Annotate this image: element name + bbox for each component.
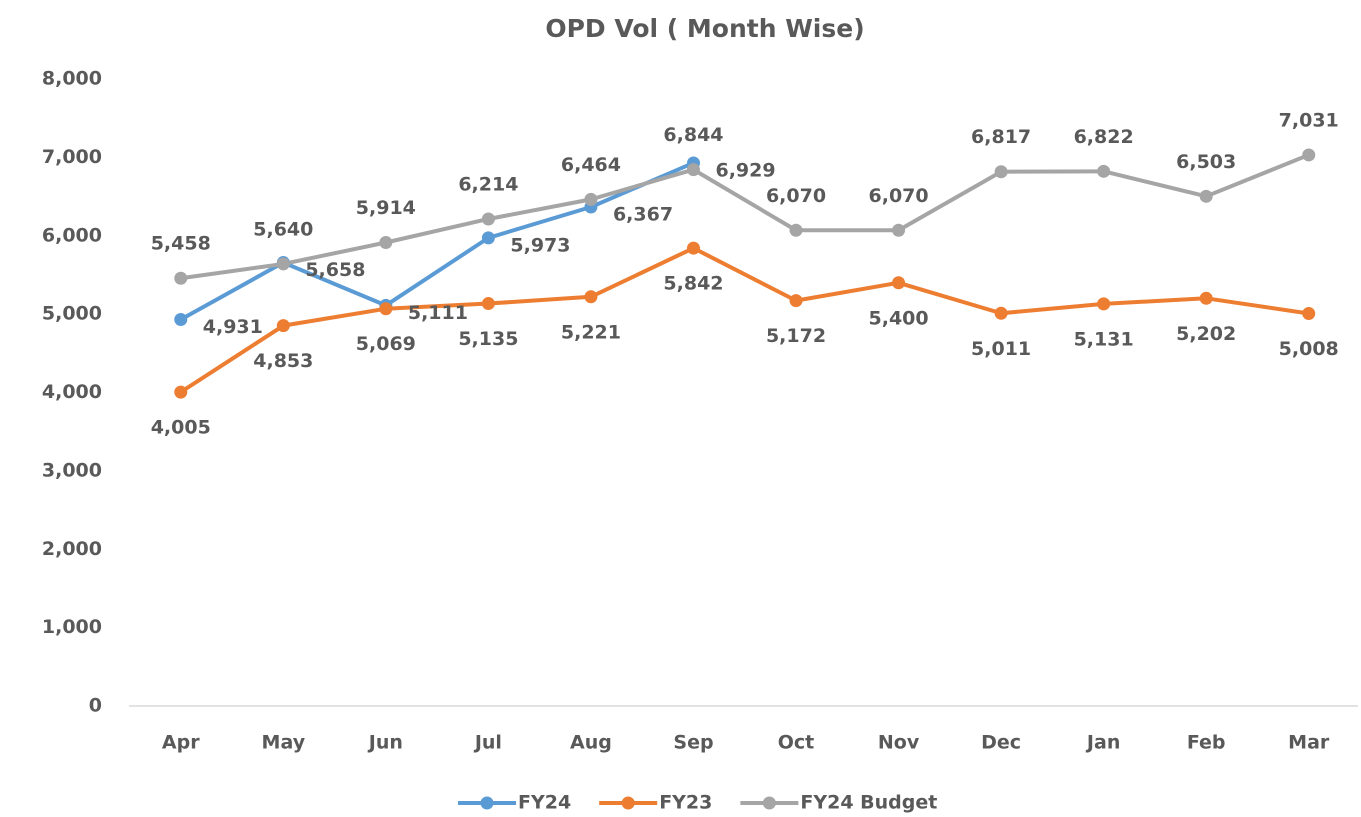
data-point (379, 235, 393, 249)
data-point (686, 163, 700, 177)
data-label: 5,400 (869, 307, 929, 329)
data-label: 4,931 (203, 316, 263, 338)
y-tick-label: 1,000 (42, 616, 102, 638)
data-point (1302, 306, 1316, 320)
data-label: 6,844 (663, 124, 723, 146)
x-tick-label: Mar (1288, 732, 1330, 754)
data-point (1199, 291, 1213, 305)
data-label: 5,640 (253, 218, 313, 240)
data-label: 6,503 (1176, 151, 1236, 173)
data-label: 6,929 (715, 159, 775, 181)
data-point (481, 212, 495, 226)
data-point (1199, 189, 1213, 203)
data-label: 4,005 (151, 417, 211, 439)
data-label: 5,914 (356, 197, 416, 219)
data-label: 7,031 (1279, 109, 1339, 131)
series-line (179, 246, 1310, 394)
data-label: 6,214 (458, 173, 518, 195)
y-tick-label: 3,000 (42, 459, 102, 481)
y-tick-label: 5,000 (42, 303, 102, 325)
data-point (174, 271, 188, 285)
x-tick-label: Jun (367, 732, 403, 754)
data-label: 6,070 (869, 185, 929, 207)
x-tick-label: Dec (981, 732, 1021, 754)
data-label: 5,458 (151, 233, 211, 255)
x-tick-label: Sep (673, 732, 713, 754)
data-label: 5,172 (766, 325, 826, 347)
data-point (276, 257, 290, 271)
x-tick-label: Feb (1187, 732, 1226, 754)
data-point (174, 385, 188, 399)
data-label: 5,658 (305, 259, 365, 281)
data-label: 5,011 (971, 338, 1031, 360)
legend-marker (762, 796, 776, 810)
data-label: 6,464 (561, 154, 621, 176)
y-tick-label: 8,000 (42, 68, 102, 90)
data-point (1302, 148, 1316, 162)
legend-marker (480, 796, 494, 810)
data-point (686, 241, 700, 255)
data-point (1097, 297, 1111, 311)
data-label: 6,070 (766, 185, 826, 207)
data-point (584, 290, 598, 304)
data-point (584, 192, 598, 206)
data-point (994, 165, 1008, 179)
data-label: 6,822 (1074, 126, 1134, 148)
legend-marker (621, 796, 635, 810)
data-label: 6,367 (613, 203, 673, 225)
data-label: 5,069 (356, 333, 416, 355)
legend-label: FY23 (659, 792, 712, 814)
data-label: 5,008 (1279, 338, 1339, 360)
legend-label: FY24 (518, 792, 571, 814)
data-label: 5,135 (458, 328, 518, 350)
data-point (481, 231, 495, 245)
x-tick-label: Apr (162, 732, 200, 754)
data-point (892, 276, 906, 290)
x-tick-label: Nov (878, 732, 920, 754)
series-line (179, 161, 695, 322)
data-label: 5,221 (561, 321, 621, 343)
data-point (789, 294, 803, 308)
data-label: 5,842 (663, 273, 723, 295)
data-label: 5,973 (510, 234, 570, 256)
y-tick-label: 4,000 (42, 381, 102, 403)
data-label: 5,131 (1074, 328, 1134, 350)
data-label: 6,817 (971, 126, 1031, 148)
x-tick-label: Aug (570, 732, 612, 754)
data-point (892, 223, 906, 237)
data-label: 5,202 (1176, 323, 1236, 345)
y-tick-label: 0 (89, 695, 102, 717)
series-line (180, 153, 1310, 281)
data-point (789, 223, 803, 237)
legend-label: FY24 Budget (800, 792, 937, 814)
data-point (174, 313, 188, 327)
data-point (481, 297, 495, 311)
y-tick-label: 7,000 (42, 146, 102, 168)
data-point (1097, 164, 1111, 178)
data-label: 5,111 (408, 302, 468, 324)
x-tick-label: Oct (778, 732, 815, 754)
chart-title: OPD Vol ( Month Wise) (545, 14, 864, 43)
data-point (379, 302, 393, 316)
x-tick-label: Jan (1085, 732, 1120, 754)
data-label: 4,853 (253, 350, 313, 372)
y-tick-label: 2,000 (42, 538, 102, 560)
x-tick-label: May (262, 732, 306, 754)
x-tick-label: Jul (473, 732, 502, 754)
data-point (994, 306, 1008, 320)
data-point (276, 319, 290, 333)
y-tick-label: 6,000 (42, 224, 102, 246)
